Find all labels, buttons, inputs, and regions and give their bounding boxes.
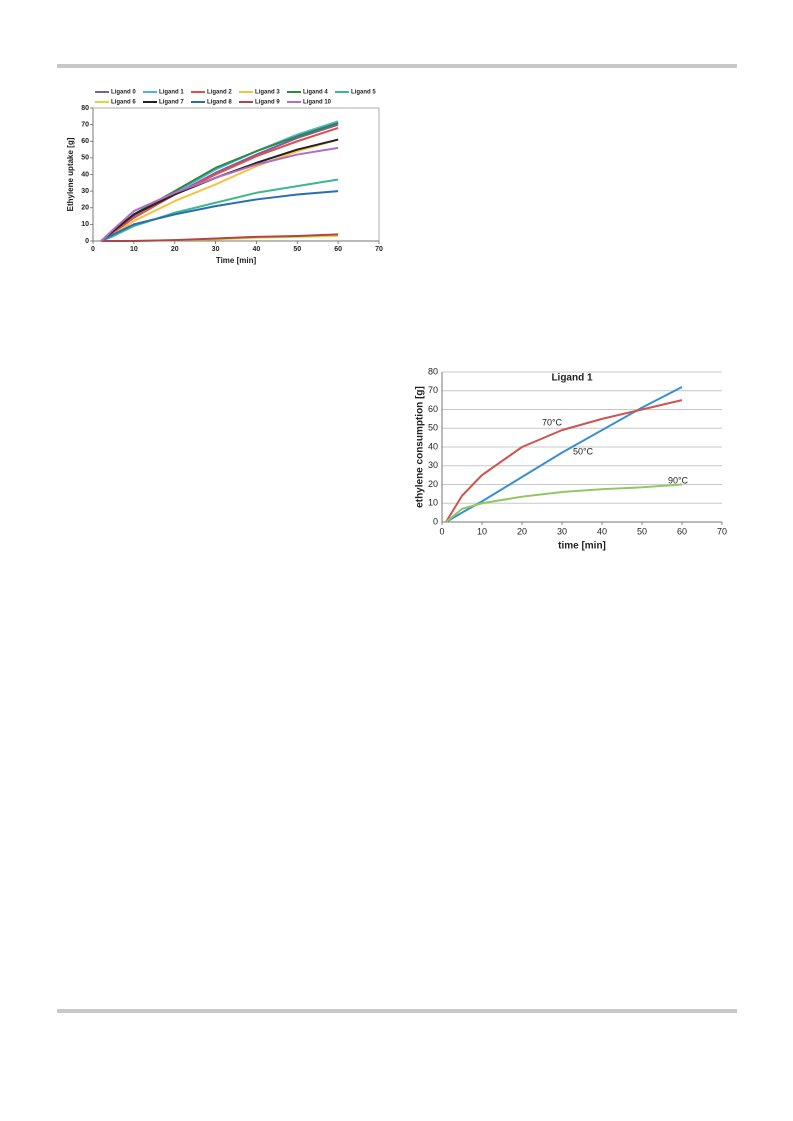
series-line: [100, 178, 339, 242]
x-tick-label: 70: [375, 246, 383, 253]
series-label: 90°C: [668, 475, 689, 485]
x-axis-label: Time [min]: [216, 256, 257, 265]
legend-label: Ligand 10: [303, 100, 332, 106]
series-line: [100, 190, 339, 242]
y-tick-label: 80: [81, 105, 89, 112]
x-tick-label: 10: [477, 526, 487, 536]
footer-rule: [57, 1009, 737, 1013]
y-tick-label: 70: [81, 121, 89, 128]
y-tick-label: 0: [433, 516, 438, 526]
series-line: [445, 386, 683, 523]
legend-label: Ligand 3: [255, 90, 280, 96]
y-tick-label: 50: [81, 155, 89, 162]
y-tick-label: 10: [81, 221, 89, 228]
y-tick-label: 60: [428, 404, 438, 414]
series-line: [100, 146, 339, 242]
legend-label: Ligand 7: [159, 100, 184, 106]
series-line: [101, 233, 339, 242]
series-label: 70°C: [542, 417, 563, 427]
x-tick-label: 40: [253, 246, 261, 253]
x-tick-label: 50: [293, 246, 301, 253]
y-axis-label: ethylene consumption [g]: [415, 386, 426, 508]
y-tick-label: 30: [81, 188, 89, 195]
x-tick-label: 30: [557, 526, 567, 536]
y-tick-label: 0: [85, 238, 89, 245]
legend-label: Ligand 0: [111, 90, 136, 96]
legend-label: Ligand 5: [351, 90, 376, 96]
y-tick-label: 40: [428, 441, 438, 451]
x-tick-label: 0: [91, 246, 95, 253]
y-tick-label: 20: [428, 479, 438, 489]
x-tick-label: 30: [212, 246, 220, 253]
x-tick-label: 60: [334, 246, 342, 253]
legend-label: Ligand 2: [207, 90, 232, 96]
y-tick-label: 30: [428, 460, 438, 470]
y-axis-label: Ethylene uptake [g]: [66, 137, 75, 211]
legend-label: Ligand 4: [303, 90, 328, 96]
x-axis-label: time [min]: [558, 541, 606, 552]
x-tick-label: 60: [677, 526, 687, 536]
x-tick-label: 70: [717, 526, 727, 536]
y-tick-label: 60: [81, 138, 89, 145]
y-tick-label: 20: [81, 205, 89, 212]
chart-title: Ligand 1: [551, 373, 593, 384]
legend-label: Ligand 1: [159, 90, 184, 96]
y-tick-label: 40: [81, 171, 89, 178]
y-tick-label: 50: [428, 423, 438, 433]
series-line: [445, 483, 683, 523]
legend-label: Ligand 6: [111, 100, 136, 106]
header-rule: [57, 64, 737, 68]
series-label: 50°C: [573, 446, 594, 456]
x-tick-label: 40: [597, 526, 607, 536]
x-tick-label: 50: [637, 526, 647, 536]
x-tick-label: 20: [171, 246, 179, 253]
x-tick-label: 0: [439, 526, 444, 536]
x-tick-label: 20: [517, 526, 527, 536]
series-line: [445, 399, 683, 523]
legend-label: Ligand 9: [255, 100, 280, 106]
y-tick-label: 10: [428, 498, 438, 508]
x-tick-label: 10: [130, 246, 138, 253]
legend-label: Ligand 8: [207, 100, 232, 106]
y-tick-label: 70: [428, 385, 438, 395]
y-tick-label: 80: [428, 366, 438, 376]
